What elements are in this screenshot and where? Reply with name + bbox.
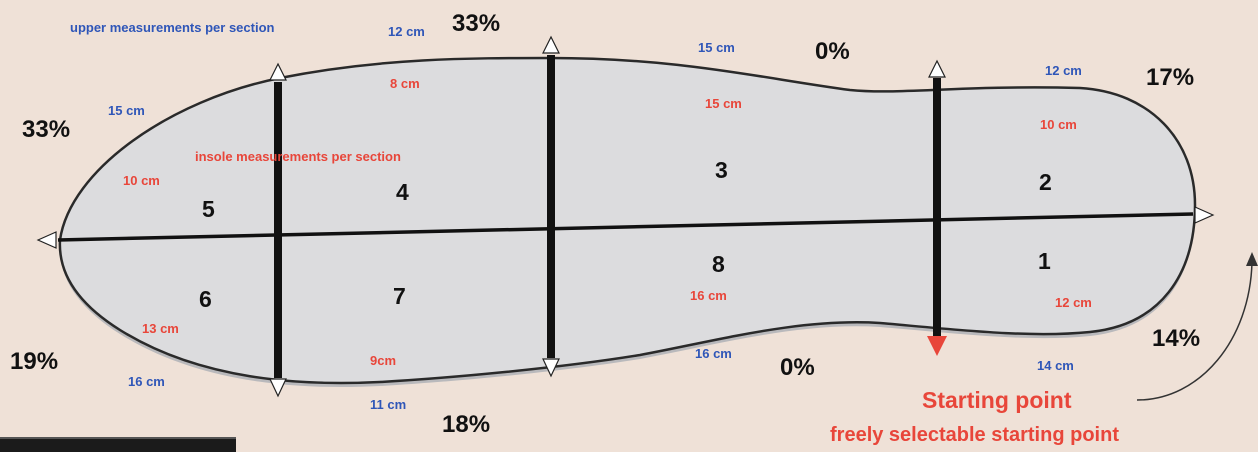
section-number-6: 6 xyxy=(199,286,212,312)
insole-outline xyxy=(58,56,1197,385)
upper-measure-s7: 11 cm xyxy=(370,397,407,412)
arrow-up-1 xyxy=(269,62,287,81)
insole-measure-s7: 9cm xyxy=(370,353,397,368)
section-number-1: 1 xyxy=(1038,248,1051,274)
percent-bottom-center: 0% xyxy=(780,354,815,381)
percent-top-right: 17% xyxy=(1146,64,1195,91)
percent-top-mid: 33% xyxy=(452,10,501,37)
pointer-curve xyxy=(1136,261,1253,401)
upper-measure-s2: 12 cm xyxy=(1045,63,1082,78)
arrow-up-3 xyxy=(928,59,946,78)
insole-measure-s6: 13 cm xyxy=(142,321,179,336)
starting-point-note: freely selectable starting point xyxy=(830,424,1119,446)
upper-measure-s1: 14 cm xyxy=(1037,358,1074,373)
upper-measure-s8: 16 cm xyxy=(695,346,732,361)
section-number-5: 5 xyxy=(202,196,215,222)
insole-measure-s1: 12 cm xyxy=(1055,295,1092,310)
upper-measure-s6: 16 cm xyxy=(128,374,165,389)
starting-point-label: Starting point xyxy=(922,387,1072,413)
center-line xyxy=(57,212,1194,242)
percent-top-left: 33% xyxy=(22,116,71,143)
insole-measure-s2: 10 cm xyxy=(1040,117,1077,132)
cropped-dark-bar xyxy=(0,437,236,452)
upper-measure-s5: 15 cm xyxy=(108,103,145,118)
start-marker-icon xyxy=(927,336,947,356)
insole-measure-s3: 15 cm xyxy=(705,96,742,111)
arrow-down-2 xyxy=(542,358,560,378)
legend-upper: upper measurements per section xyxy=(70,20,275,35)
section-number-4: 4 xyxy=(396,179,409,205)
arrow-left xyxy=(36,231,57,249)
section-number-7: 7 xyxy=(393,283,406,309)
percent-bottom-mid: 18% xyxy=(442,411,491,438)
section-number-2: 2 xyxy=(1039,169,1052,195)
arrow-right xyxy=(1194,206,1215,224)
upper-measure-s4: 12 cm xyxy=(388,24,425,39)
insole-measure-s8: 16 cm xyxy=(690,288,727,303)
section-number-3: 3 xyxy=(715,157,728,183)
section-number-8: 8 xyxy=(712,251,725,277)
pointer-arrowhead xyxy=(1246,252,1258,266)
upper-measure-s3: 15 cm xyxy=(698,40,735,55)
percent-top-center: 0% xyxy=(815,38,850,65)
insole-measure-s5: 10 cm xyxy=(123,173,160,188)
arrow-down-1 xyxy=(269,378,287,398)
percent-bottom-left: 19% xyxy=(10,348,59,375)
insole-measure-s4: 8 cm xyxy=(390,76,420,91)
arrow-up-2 xyxy=(542,35,560,54)
legend-insole: insole measurements per section xyxy=(195,149,401,164)
percent-bottom-right: 14% xyxy=(1152,325,1201,352)
